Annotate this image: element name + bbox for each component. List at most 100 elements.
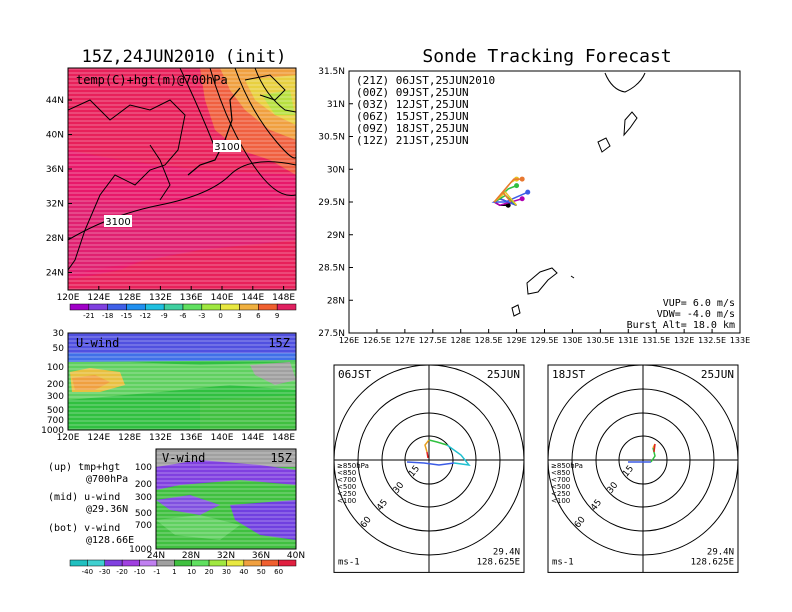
colorbar-label: -30: [99, 568, 110, 576]
hodograph-time: 06JST: [338, 368, 371, 381]
lon-tick-label: 128E: [118, 293, 141, 303]
lat-tick-label: 40N: [46, 131, 64, 141]
lon-tick-label: 132E: [149, 433, 172, 443]
lat-tick-label: 36N: [252, 551, 270, 561]
svg-text:(mid) u-wind: (mid) u-wind: [48, 492, 120, 503]
colorbar-label: 40: [239, 568, 248, 576]
level-legend: <250: [337, 490, 356, 498]
lat-tick-label: 29N: [327, 231, 345, 241]
lon-tick-label: 144E: [241, 433, 264, 443]
lat-tick-label: 32N: [217, 551, 235, 561]
lat-tick-label: 24N: [46, 269, 64, 279]
pressure-tick-label: 300: [47, 392, 64, 402]
lon-tick-label: 131.5E: [642, 336, 670, 345]
legend-entry: (09Z) 18JST,25JUN: [356, 122, 469, 135]
pressure-tick-label: 30: [53, 329, 65, 339]
level-legend: <100: [337, 497, 356, 505]
lat-tick-label: 31.5N: [318, 67, 345, 77]
temperature-map: temp(C)+hgt(m)@700hPa 3100 3100 44N 40N 36…: [46, 67, 297, 303]
legend-entry: (21Z) 06JST,25JUN2010: [356, 74, 495, 87]
colorbar-label: 3: [237, 312, 241, 320]
right-title: Sonde Tracking Forecast: [422, 46, 671, 67]
colorbar-swatch: [220, 303, 240, 311]
level-legend: <700: [551, 476, 570, 484]
pressure-tick-label: 50: [53, 344, 65, 354]
colorbar-swatch: [276, 303, 297, 311]
colorbar-label: -18: [102, 312, 113, 320]
wind-trace: [406, 461, 455, 466]
pressure-tick-label: 100: [135, 463, 152, 473]
colorbar-swatch: [156, 559, 175, 567]
pressure-tick-label: 500: [135, 509, 152, 519]
island-outline: [604, 72, 646, 93]
v-wind-label: V-wind: [162, 451, 205, 465]
colorbar-label: 0: [218, 312, 222, 320]
lon-tick-label: 127E: [395, 336, 415, 345]
svg-text:3100: 3100: [105, 217, 130, 228]
lat-tick-label: 24N: [147, 551, 165, 561]
left-title: 15Z,24JUN2010 (init): [82, 47, 287, 67]
colorbar-swatch: [208, 559, 227, 567]
lon-label: 128.625E: [691, 557, 734, 567]
island-outline: [526, 267, 558, 295]
pressure-tick-label: 200: [47, 380, 64, 390]
sonde-parameter: VDW= -4.0 m/s: [657, 309, 735, 320]
lat-tick-label: 31N: [327, 100, 345, 110]
pressure-tick-label: 500: [47, 406, 64, 416]
island-outline: [597, 137, 611, 153]
lon-tick-label: 120E: [57, 433, 80, 443]
colorbar-label: -12: [140, 312, 151, 320]
colorbar-label: -40: [82, 568, 93, 576]
svg-text:3100: 3100: [214, 142, 239, 153]
hodograph-06jst: 06JST 25JUN15304560≥850hPa<850<700<500<25…: [333, 364, 525, 573]
colorbar-label: 9: [275, 312, 279, 320]
contour-label: 3100: [104, 215, 132, 228]
pressure-tick-label: 1000: [41, 426, 64, 436]
lon-tick-label: 120E: [57, 293, 80, 303]
wind-colorbar: -40 -30 -20 -10 -1 1 10 20 30 40 50 60: [69, 559, 297, 576]
colorbar-swatch: [226, 559, 245, 567]
colorbar-label: -1: [153, 568, 160, 576]
colorbar-swatch: [88, 303, 108, 311]
map-label: temp(C)+hgt(m)@700hPa: [76, 73, 228, 87]
pressure-tick-label: 300: [135, 493, 152, 503]
panel-notes: (up) tmp+hgt @700hPa (mid) u-wind @29.36…: [48, 462, 134, 546]
lon-tick-label: 124E: [87, 293, 110, 303]
colorbar-swatch: [163, 303, 184, 311]
lon-tick-label: 129.5E: [531, 336, 559, 345]
colorbar-swatch: [121, 559, 140, 567]
lat-tick-label: 44N: [46, 96, 64, 106]
lat-tick-label: 40N: [287, 551, 305, 561]
lat-tick-label: 28N: [46, 234, 64, 244]
colorbar-label: 20: [205, 568, 214, 576]
hodograph-18jst: 18JST 25JUN15304560≥850hPa<850<700<500<25…: [547, 364, 739, 573]
lon-label: 128.625E: [477, 557, 520, 567]
lon-tick-label: 127.5E: [419, 336, 447, 345]
temperature-colorbar: -21 -18 -15 -12 -9 -6 -3 0 3 6 9: [69, 303, 297, 320]
island-outline: [511, 304, 521, 317]
level-legend: <700: [337, 476, 356, 484]
sonde-parameter: VUP= 6.0 m/s: [663, 298, 735, 309]
legend-entry: (03Z) 12JST,25JUN: [356, 98, 469, 111]
pressure-tick-label: 700: [47, 416, 64, 426]
unit-label: ms-1: [552, 557, 574, 567]
pressure-tick-label: 700: [135, 521, 152, 531]
track-endpoint: [519, 196, 525, 202]
legend-entry: (12Z) 21JST,25JUN: [356, 134, 469, 147]
colorbar-label: 1: [172, 568, 176, 576]
track-endpoint: [514, 183, 520, 189]
lon-tick-label: 129E: [506, 336, 526, 345]
lon-tick-label: 133E: [730, 336, 750, 345]
lat-label: 29.4N: [707, 547, 734, 557]
svg-text:(up) tmp+hgt: (up) tmp+hgt: [48, 462, 120, 473]
lon-tick-label: 148E: [272, 433, 295, 443]
pressure-tick-label: 1000: [129, 545, 152, 555]
colorbar-swatch: [69, 303, 90, 311]
colorbar-label: 60: [274, 568, 283, 576]
lat-tick-label: 27.5N: [318, 329, 345, 339]
colorbar-swatch: [107, 303, 127, 311]
lon-tick-label: 140E: [211, 293, 234, 303]
wind-trace: [428, 439, 448, 446]
